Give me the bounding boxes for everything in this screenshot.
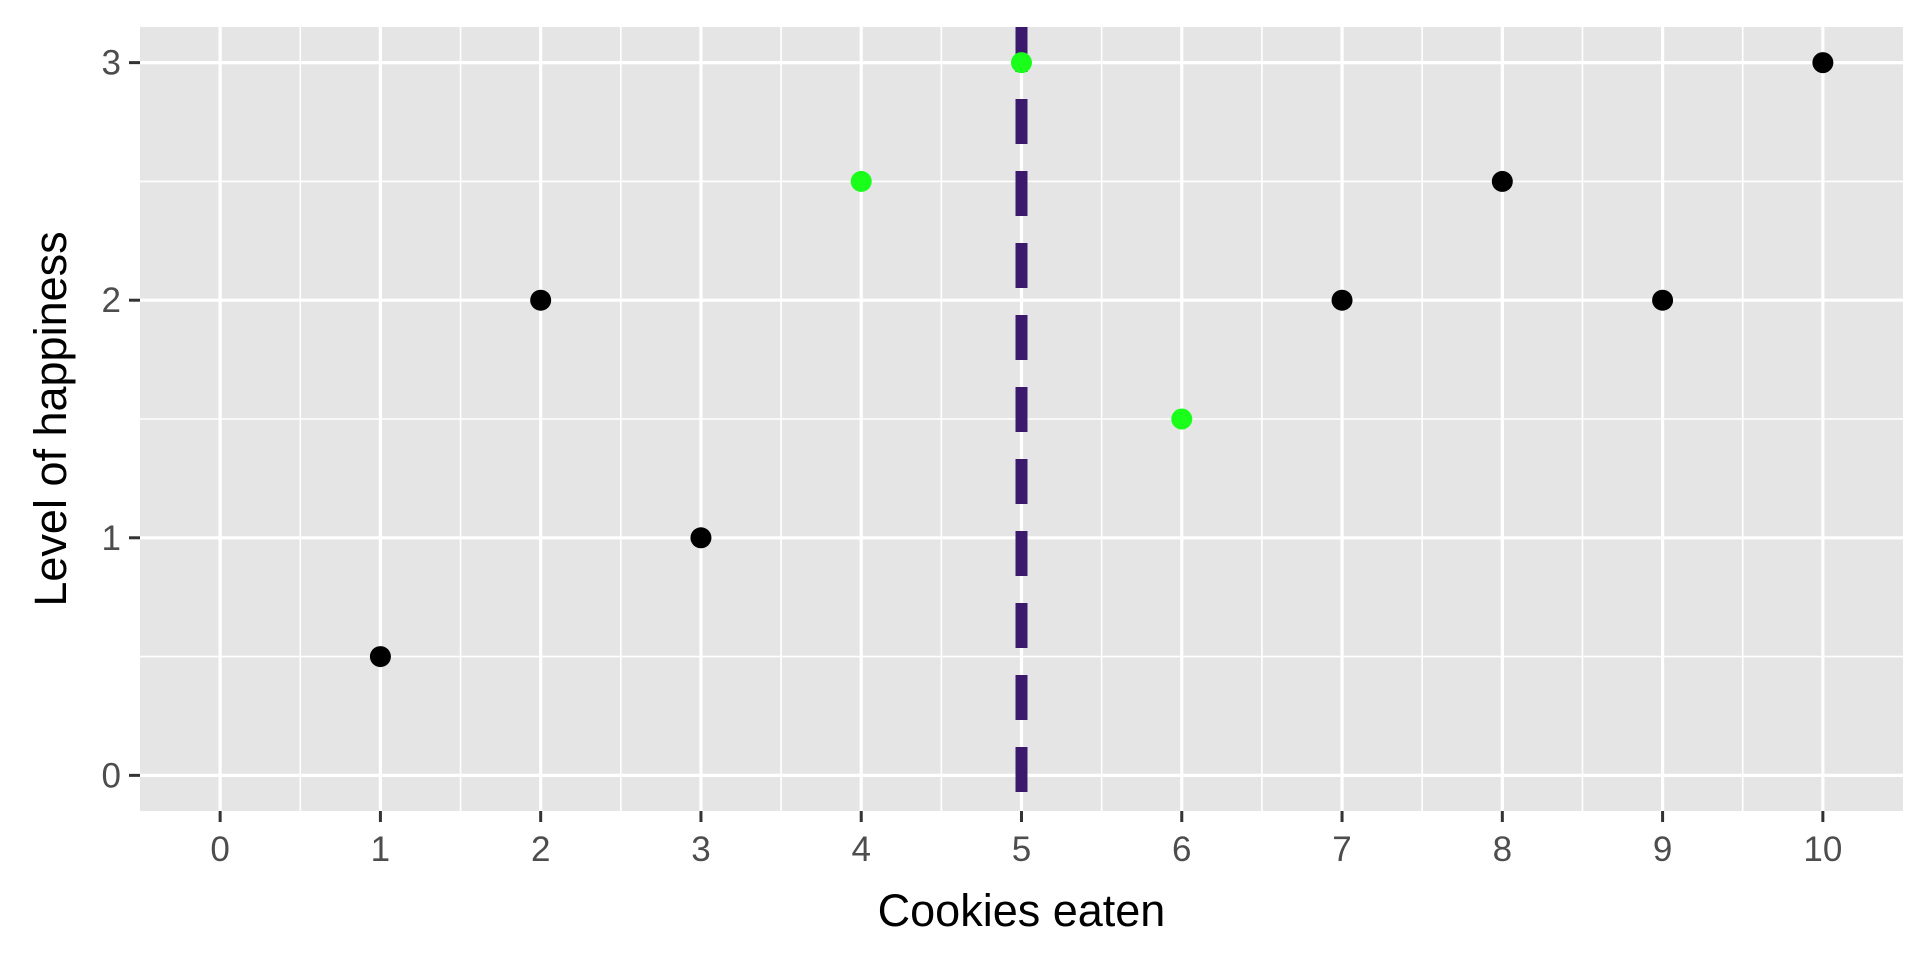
x-axis-title: Cookies eaten bbox=[878, 885, 1166, 936]
data-point bbox=[850, 170, 872, 192]
x-tick-label: 10 bbox=[1803, 830, 1842, 869]
x-tick-label: 9 bbox=[1653, 830, 1672, 869]
y-tick-label: 3 bbox=[102, 44, 121, 83]
data-point bbox=[690, 527, 712, 549]
y-tick-label: 2 bbox=[102, 281, 121, 320]
x-tick-label: 5 bbox=[1012, 830, 1031, 869]
y-tick-label: 0 bbox=[102, 756, 121, 795]
x-tick-label: 0 bbox=[210, 830, 229, 869]
x-tick-label: 7 bbox=[1332, 830, 1351, 869]
data-point bbox=[1652, 289, 1674, 311]
x-tick-label: 8 bbox=[1493, 830, 1512, 869]
data-point bbox=[1171, 408, 1193, 430]
y-axis: 0 1 2 3 bbox=[102, 44, 140, 795]
x-tick-label: 1 bbox=[371, 830, 390, 869]
x-axis: 0 1 2 3 4 5 6 7 8 9 10 bbox=[210, 811, 1842, 869]
data-point bbox=[1011, 52, 1032, 74]
x-tick-label: 4 bbox=[851, 830, 870, 869]
y-tick-label: 1 bbox=[102, 519, 121, 558]
x-tick-label: 3 bbox=[691, 830, 710, 869]
x-tick-label: 6 bbox=[1172, 830, 1191, 869]
data-point bbox=[369, 646, 391, 668]
data-point bbox=[530, 289, 552, 311]
points-layer bbox=[369, 52, 1834, 668]
y-axis-title: Level of happiness bbox=[25, 231, 76, 606]
data-point bbox=[1812, 52, 1834, 74]
x-tick-label: 2 bbox=[531, 830, 550, 869]
data-point bbox=[1491, 170, 1513, 192]
data-point bbox=[1331, 289, 1353, 311]
